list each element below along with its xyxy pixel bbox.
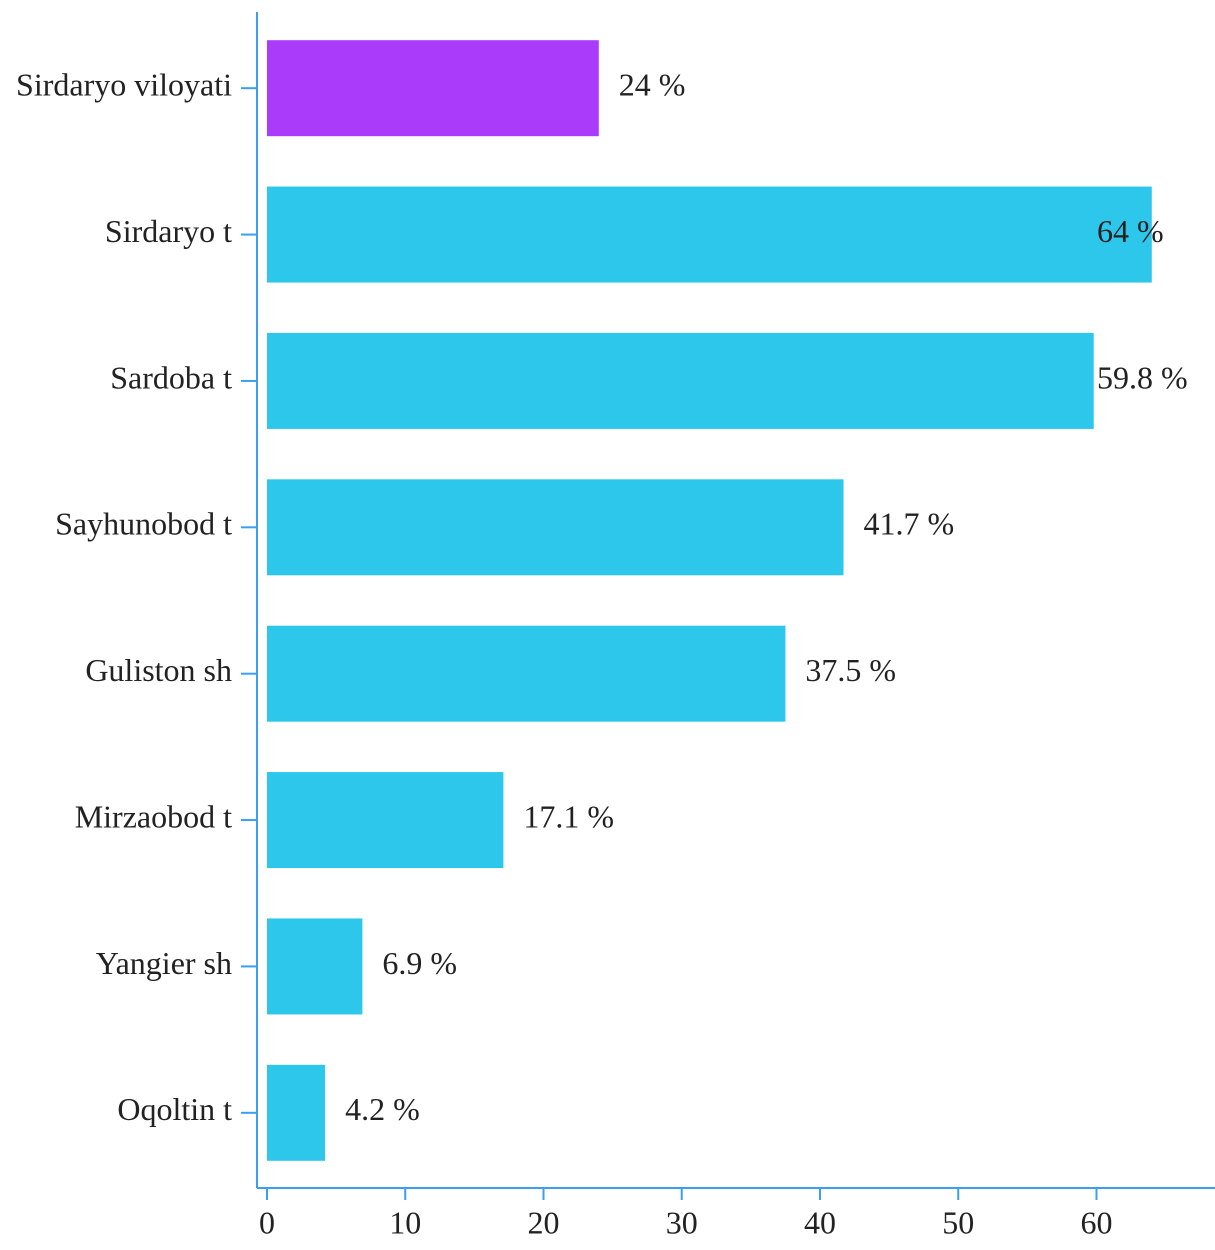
x-tick-label: 40 <box>804 1204 836 1240</box>
value-label: 37.5 % <box>805 652 896 688</box>
x-tick-label: 30 <box>666 1204 698 1240</box>
y-tick-label: Yangier sh <box>96 945 232 981</box>
x-tick-label: 0 <box>259 1204 275 1240</box>
x-tick-label: 10 <box>389 1204 421 1240</box>
y-tick-label: Guliston sh <box>85 652 232 688</box>
y-tick-label: Sardoba t <box>110 359 232 395</box>
value-label: 6.9 % <box>382 945 457 981</box>
bar <box>267 479 844 576</box>
value-label: 4.2 % <box>345 1091 420 1127</box>
value-label: 17.1 % <box>523 798 614 834</box>
bar <box>267 40 599 137</box>
value-label: 59.8 % <box>1097 359 1188 395</box>
bar <box>267 186 1152 283</box>
value-label: 24 % <box>619 67 686 103</box>
x-tick-label: 20 <box>527 1204 559 1240</box>
value-label: 41.7 % <box>863 506 954 542</box>
value-label: 64 % <box>1097 213 1164 249</box>
x-tick-label: 60 <box>1080 1204 1112 1240</box>
bar <box>267 772 504 869</box>
y-tick-label: Sirdaryo t <box>105 213 232 249</box>
bar <box>267 332 1094 429</box>
y-tick-label: Sayhunobod t <box>55 506 232 542</box>
bar <box>267 918 363 1015</box>
bar <box>267 625 786 722</box>
y-tick-label: Oqoltin t <box>117 1091 232 1127</box>
y-tick-label: Mirzaobod t <box>75 798 232 834</box>
y-tick-label: Sirdaryo viloyati <box>16 67 232 103</box>
x-tick-label: 50 <box>942 1204 974 1240</box>
bar <box>267 1064 326 1161</box>
